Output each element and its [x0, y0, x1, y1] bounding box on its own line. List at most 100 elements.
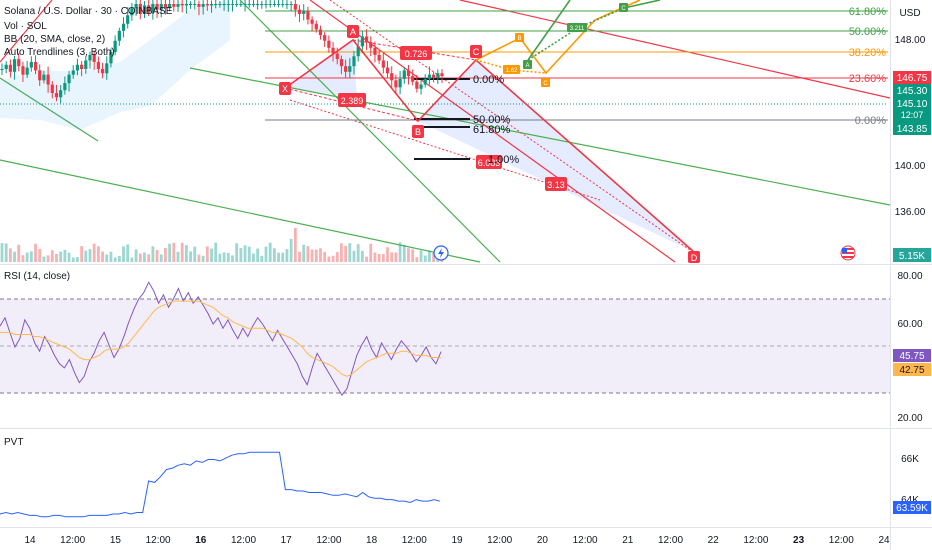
volume-bar [319, 248, 322, 262]
candle-body [163, 4, 168, 9]
volume-bar [109, 251, 113, 262]
time-tick-label: 24 [878, 535, 890, 546]
volume-bar [365, 256, 368, 262]
volume-bar [8, 248, 12, 262]
volume-bar [105, 254, 109, 262]
volume-bar [398, 242, 402, 262]
fib-label-0: 0.00% [855, 115, 886, 127]
volume-bar [80, 246, 84, 262]
volume-bar [386, 247, 389, 262]
point-d-label: D [691, 253, 698, 263]
trendlines-legend[interactable]: Auto Trendlines (3, Both) [4, 47, 115, 58]
proj-label-100: 1.00% [488, 154, 519, 166]
time-tick-label: 12:00 [146, 535, 171, 546]
time-axis[interactable]: 14 12:00 15 12:00 16 12:00 17 12:00 18 12:00 19 12:… [24, 535, 890, 546]
red-trendline-top [459, 0, 890, 99]
candle-body [38, 70, 42, 81]
candle-body [105, 63, 109, 74]
candle-body [226, 4, 230, 5]
volume-bar [63, 249, 67, 262]
fib-label-382: 38.20% [849, 47, 887, 59]
volume-bar [76, 257, 79, 262]
volume-bar [369, 243, 373, 262]
bb-legend[interactable]: BB (20, SMA, close, 2) [4, 34, 106, 45]
point-a-label: A [350, 27, 356, 37]
volume-bar [155, 250, 159, 262]
pvt-value-text: 63.59K [896, 503, 928, 514]
time-tick-label: 16 [195, 535, 207, 546]
fib-label-618: 61.80% [849, 6, 887, 18]
small-162-label: 1.62 [506, 68, 518, 74]
time-tick-label: 12:00 [60, 535, 85, 546]
candle-body [29, 61, 33, 68]
candle-body [293, 4, 297, 10]
small-c-green-badge [619, 3, 628, 12]
rsi-legend[interactable]: RSI (14, close) [4, 271, 71, 282]
volume-bar [289, 238, 293, 262]
red-trendline-left [0, 0, 53, 63]
volume-bar [302, 244, 306, 262]
candle-body [180, 4, 184, 6]
volume-bar [394, 252, 398, 262]
time-tick-label: 12:00 [487, 535, 512, 546]
candle-body [188, 4, 193, 5]
candle-body [314, 23, 318, 30]
ratio-0726-label: 0.726 [405, 49, 428, 59]
volume-bar [126, 244, 130, 262]
volume-bar [96, 246, 100, 262]
symbol-title[interactable]: Solana / U.S. Dollar · 30 · COINBASE [4, 6, 173, 17]
volume-bar [390, 252, 394, 262]
candle-body [17, 59, 21, 67]
candle-body [134, 4, 138, 9]
candle-body [184, 4, 188, 6]
volume-bar [55, 253, 58, 262]
candle-body [239, 4, 243, 5]
volume-bar [159, 254, 163, 262]
small-c-label: C [543, 81, 548, 87]
ratio-6083-label: 6.083 [478, 158, 501, 168]
volume-bar [285, 249, 289, 262]
candle-body [247, 4, 251, 5]
candle-body [327, 40, 331, 48]
point-d-badge [688, 251, 700, 263]
volume-bar [373, 252, 377, 262]
volume-bar [419, 250, 423, 262]
volume-bar [38, 248, 42, 262]
us-flag-icon[interactable] [840, 245, 856, 261]
rsi-tick-80: 80.00 [897, 271, 922, 282]
volume-bar [415, 257, 419, 262]
price-axis[interactable]: USD 148.00 140.00 136.00 146.75 145.30 1… [893, 8, 931, 514]
candle-body [352, 56, 356, 67]
volume-bar [17, 244, 21, 262]
green-trendline-steep [239, 0, 501, 263]
volume-bar [335, 251, 339, 262]
volume-bar [327, 256, 331, 262]
candle-body [235, 4, 239, 5]
candle-body [8, 64, 12, 72]
time-tick-label: 21 [622, 535, 634, 546]
rsi-tick-20: 20.00 [897, 413, 922, 424]
pvt-legend[interactable]: PVT [4, 437, 24, 448]
countdown-text: 12:07 [901, 110, 924, 120]
lightning-icon[interactable] [433, 245, 449, 261]
ratio-2389-badge [338, 93, 366, 107]
point-b-label: B [415, 127, 421, 137]
candle-body [121, 23, 126, 31]
candle-body [268, 4, 272, 5]
candle-body [88, 54, 92, 61]
pvt-tick-66k: 66K [901, 454, 919, 465]
time-tick-label: 14 [24, 535, 36, 546]
volume-bar [235, 243, 239, 262]
pvt-line [0, 451, 441, 518]
price-badge-14530-text: 145.30 [897, 86, 928, 97]
candle-body [80, 64, 84, 70]
volume-bar [428, 250, 431, 262]
vol-legend[interactable]: Vol · SOL [4, 21, 47, 32]
xab-triangle-fill [285, 40, 357, 98]
volume-bar [411, 249, 415, 262]
candle-body [360, 36, 364, 47]
point-c-badge [470, 45, 482, 58]
candle-body [411, 76, 415, 82]
candle-body [218, 4, 222, 5]
